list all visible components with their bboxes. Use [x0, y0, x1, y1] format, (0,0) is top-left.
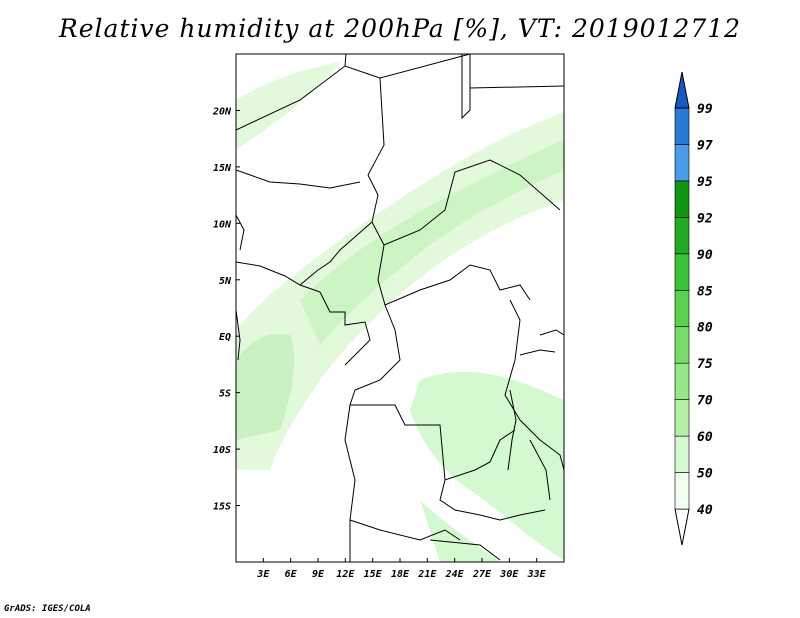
colorbar-level-label: 99 [697, 102, 713, 117]
x-tick-label: 9E [312, 569, 325, 580]
colorbar-segment [674, 107, 690, 145]
colorbar-segment [674, 180, 690, 218]
x-tick-label: 6E [285, 569, 298, 580]
humidity-band-central-dense [300, 140, 564, 345]
y-tick-label: 5S [219, 389, 231, 400]
humidity-shading [236, 62, 564, 562]
colorbar-upper-triangle [674, 71, 690, 109]
latitude-ticks: 20N 15N 10N 5N EQ 5S 10S 15S [212, 106, 240, 513]
x-tick-label: 12E [336, 569, 355, 580]
x-tick-label: 30E [499, 569, 519, 580]
colorbar-segment [674, 472, 690, 510]
map-title: Relative humidity at 200hPa [%], VT: 201… [58, 14, 742, 43]
x-tick-label: 18E [391, 569, 410, 580]
colorbar-segment [674, 144, 690, 182]
colorbar-segment [674, 435, 690, 473]
x-tick-label: 3E [256, 569, 270, 580]
colorbar-segment [674, 253, 690, 291]
colorbar-level-label: 95 [697, 175, 713, 190]
x-tick-label: 21E [417, 569, 437, 580]
colorbar-level-label: 90 [697, 248, 713, 263]
colorbar-level-label: 70 [697, 394, 713, 409]
y-tick-label: 10N [213, 219, 232, 230]
x-tick-label: 27E [472, 569, 492, 580]
colorbar-segment [674, 399, 690, 437]
colorbar-lower-triangle [674, 508, 690, 546]
y-tick-label: 10S [213, 445, 231, 456]
grads-credit: GrADS: IGES/COLA [4, 604, 91, 614]
x-tick-label: 33E [527, 569, 547, 580]
colorbar-level-label: 60 [697, 430, 713, 445]
colorbar-segment [674, 217, 690, 255]
colorbar: 40 50 60 70 75 80 85 90 92 95 97 99 [674, 71, 713, 546]
colorbar-level-label: 92 [697, 211, 713, 226]
y-tick-label: 5N [219, 276, 232, 287]
y-tick-label: EQ [219, 332, 231, 343]
colorbar-level-label: 40 [697, 503, 713, 518]
humidity-patch-east [410, 371, 564, 560]
humidity-patch-west [236, 333, 295, 440]
colorbar-segment [674, 326, 690, 364]
longitude-ticks: 3E 6E 9E 12E 15E 18E 21E 24E 27E 30E 33E [256, 558, 547, 580]
y-tick-label: 15N [213, 163, 232, 174]
y-tick-label: 15S [213, 502, 231, 513]
x-tick-label: 24E [445, 569, 465, 580]
x-tick-label: 15E [364, 569, 383, 580]
humidity-patch-south [420, 500, 500, 562]
colorbar-level-label: 50 [697, 467, 713, 482]
colorbar-segment [674, 289, 690, 328]
colorbar-level-label: 75 [697, 357, 713, 372]
country-boundaries [236, 54, 564, 562]
colorbar-level-label: 97 [697, 138, 713, 153]
y-tick-label: 20N [212, 106, 232, 117]
colorbar-segment [674, 362, 690, 400]
colorbar-level-label: 80 [697, 321, 713, 336]
colorbar-level-label: 85 [697, 284, 713, 299]
